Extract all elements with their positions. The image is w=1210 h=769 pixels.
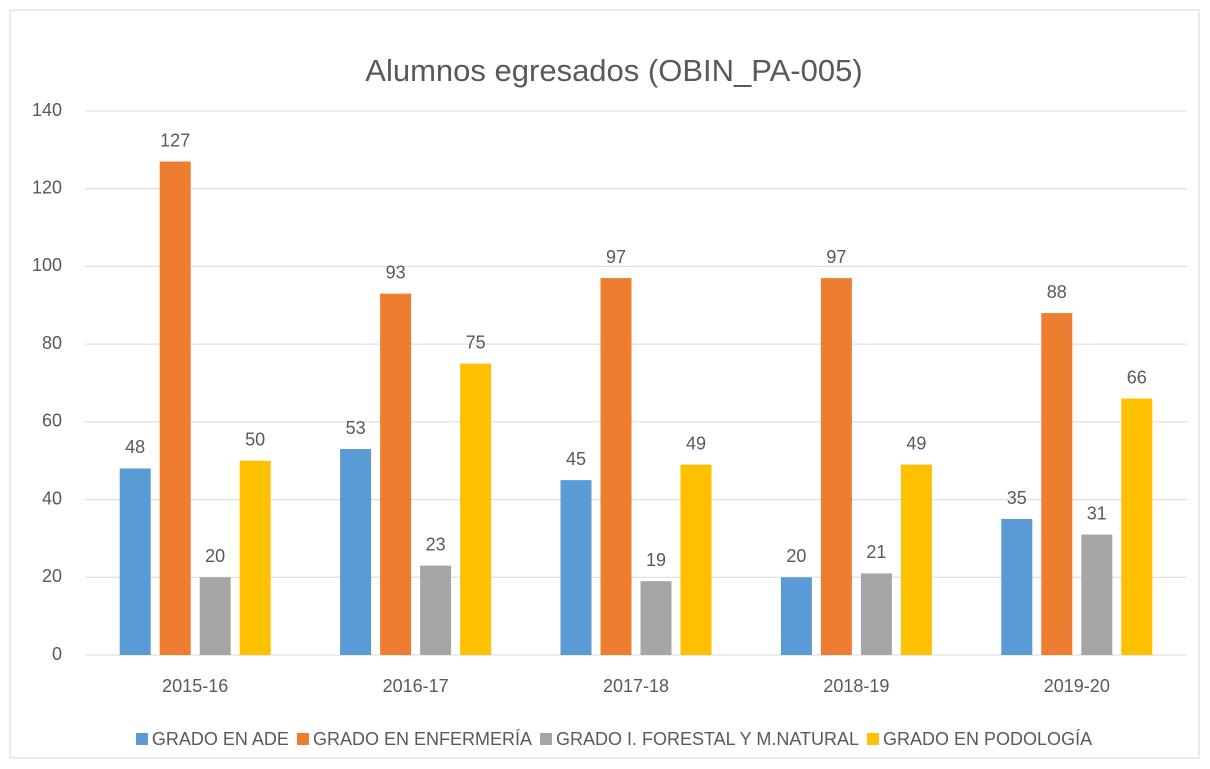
data-label: 66 xyxy=(1127,367,1147,387)
data-label: 20 xyxy=(205,546,225,566)
bar xyxy=(640,581,672,655)
y-tick-label: 60 xyxy=(42,411,62,431)
legend-label: GRADO EN PODOLOGÍA xyxy=(883,729,1092,749)
bar xyxy=(560,480,592,655)
data-label: 48 xyxy=(125,437,145,457)
bar xyxy=(1041,313,1073,655)
bar xyxy=(680,464,712,655)
y-tick-label: 120 xyxy=(32,177,62,197)
data-label: 20 xyxy=(786,546,806,566)
x-tick-label: 2016-17 xyxy=(383,676,449,696)
y-tick-label: 20 xyxy=(42,566,62,586)
bar xyxy=(159,161,191,655)
data-label: 97 xyxy=(606,247,626,267)
bar xyxy=(900,464,932,655)
legend-label: GRADO I. FORESTAL Y M.NATURAL xyxy=(556,729,859,749)
data-label: 23 xyxy=(426,534,446,554)
bar xyxy=(420,565,452,655)
data-label: 19 xyxy=(646,550,666,570)
bar xyxy=(1121,398,1153,655)
bar xyxy=(1081,534,1113,655)
data-label: 75 xyxy=(466,332,486,352)
y-tick-label: 80 xyxy=(42,333,62,353)
data-label: 21 xyxy=(866,542,886,562)
data-label: 50 xyxy=(245,429,265,449)
data-label: 49 xyxy=(686,433,706,453)
chart-title: Alumnos egresados (OBIN_PA-005) xyxy=(365,53,862,88)
bar xyxy=(820,278,852,655)
data-label: 35 xyxy=(1007,488,1027,508)
data-label: 45 xyxy=(566,449,586,469)
data-label: 127 xyxy=(160,130,190,150)
legend-swatch xyxy=(867,733,880,745)
bar xyxy=(199,577,231,655)
data-label: 97 xyxy=(826,247,846,267)
x-tick-label: 2015-16 xyxy=(162,676,228,696)
bar xyxy=(600,278,632,655)
bar xyxy=(380,293,412,655)
data-label: 49 xyxy=(906,433,926,453)
legend-swatch xyxy=(296,733,309,745)
data-label: 93 xyxy=(386,262,406,282)
y-tick-label: 40 xyxy=(42,488,62,508)
x-tick-label: 2018-19 xyxy=(823,676,889,696)
bar xyxy=(460,363,492,655)
x-tick-label: 2017-18 xyxy=(603,676,669,696)
y-tick-label: 140 xyxy=(32,100,62,120)
bar xyxy=(1001,519,1033,655)
legend-swatch xyxy=(135,733,148,745)
y-tick-label: 0 xyxy=(52,644,62,664)
bar xyxy=(119,468,151,655)
data-label: 88 xyxy=(1047,282,1067,302)
x-tick-label: 2019-20 xyxy=(1044,676,1110,696)
bar xyxy=(239,460,271,655)
y-tick-label: 100 xyxy=(32,255,62,275)
bar xyxy=(780,577,812,655)
data-label: 53 xyxy=(346,418,366,438)
data-label: 31 xyxy=(1087,503,1107,523)
legend-swatch xyxy=(539,733,552,745)
bar xyxy=(340,449,372,655)
legend-label: GRADO EN ADE xyxy=(152,729,289,749)
bar xyxy=(860,573,892,655)
legend-label: GRADO EN ENFERMERÍA xyxy=(313,729,532,749)
